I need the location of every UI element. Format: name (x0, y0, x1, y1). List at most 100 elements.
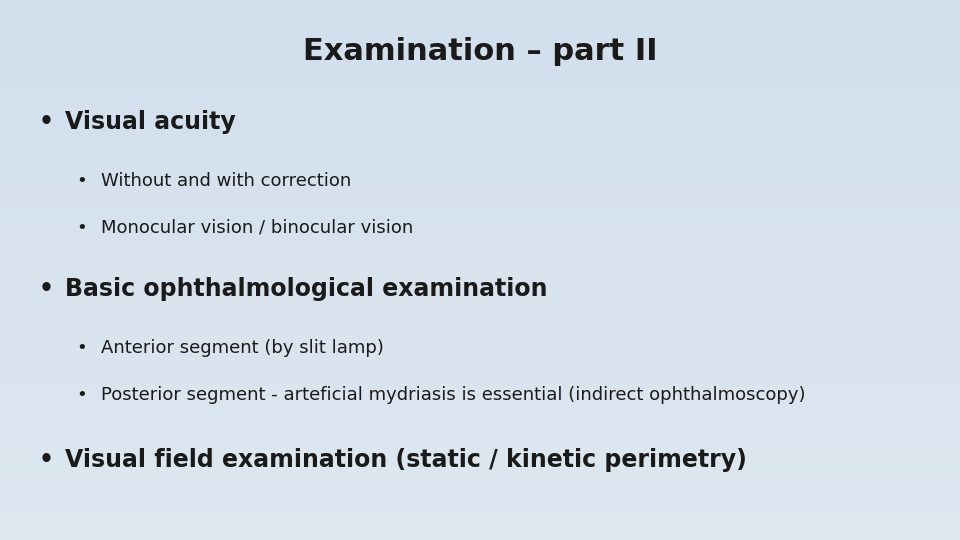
Text: Visual acuity: Visual acuity (65, 110, 236, 133)
Bar (0, 73, 960, 76)
Bar (0, 178, 960, 181)
Bar (0, 518, 960, 521)
Bar (0, 537, 960, 540)
Bar (0, 305, 960, 308)
Text: Examination – part II: Examination – part II (302, 37, 658, 66)
Bar (0, 219, 960, 221)
Bar (0, 170, 960, 173)
Bar (0, 165, 960, 167)
Bar (0, 273, 960, 275)
Bar (0, 478, 960, 481)
Bar (0, 46, 960, 49)
Bar (0, 389, 960, 392)
Bar (0, 429, 960, 432)
Bar (0, 510, 960, 513)
Bar (0, 286, 960, 289)
Bar (0, 105, 960, 108)
Bar (0, 475, 960, 478)
Bar (0, 192, 960, 194)
Text: Anterior segment (by slit lamp): Anterior segment (by slit lamp) (101, 339, 384, 357)
Bar (0, 227, 960, 229)
Bar (0, 502, 960, 505)
Bar (0, 186, 960, 189)
Bar (0, 205, 960, 208)
Bar (0, 148, 960, 151)
Bar (0, 421, 960, 424)
Bar (0, 400, 960, 402)
Bar (0, 70, 960, 73)
Bar (0, 35, 960, 38)
Bar (0, 446, 960, 448)
Bar (0, 108, 960, 111)
Bar (0, 370, 960, 373)
Bar (0, 516, 960, 518)
Bar (0, 251, 960, 254)
Bar (0, 513, 960, 516)
Bar (0, 3, 960, 5)
Bar (0, 76, 960, 78)
Bar (0, 508, 960, 510)
Bar (0, 302, 960, 305)
Bar (0, 259, 960, 262)
Bar (0, 181, 960, 184)
Bar (0, 86, 960, 89)
Bar (0, 0, 960, 3)
Bar (0, 176, 960, 178)
Bar (0, 432, 960, 435)
Bar (0, 248, 960, 251)
Text: Visual field examination (static / kinetic perimetry): Visual field examination (static / kinet… (65, 448, 747, 472)
Bar (0, 8, 960, 11)
Bar (0, 278, 960, 281)
Bar (0, 151, 960, 154)
Bar (0, 184, 960, 186)
Bar (0, 200, 960, 202)
Bar (0, 321, 960, 324)
Bar (0, 216, 960, 219)
Bar (0, 84, 960, 86)
Bar (0, 211, 960, 213)
Bar (0, 324, 960, 327)
Bar (0, 275, 960, 278)
Bar (0, 489, 960, 491)
Bar (0, 5, 960, 8)
Bar (0, 197, 960, 200)
Bar (0, 467, 960, 470)
Bar (0, 159, 960, 162)
Bar (0, 100, 960, 103)
Bar (0, 30, 960, 32)
Bar (0, 92, 960, 94)
Bar (0, 19, 960, 22)
Text: Basic ophthalmological examination: Basic ophthalmological examination (65, 277, 548, 301)
Bar (0, 364, 960, 367)
Bar (0, 300, 960, 302)
Text: •: • (76, 386, 87, 404)
Bar (0, 78, 960, 81)
Bar (0, 232, 960, 235)
Bar (0, 354, 960, 356)
Bar (0, 97, 960, 100)
Bar (0, 113, 960, 116)
Bar (0, 124, 960, 127)
Bar (0, 94, 960, 97)
Bar (0, 154, 960, 157)
Bar (0, 194, 960, 197)
Bar (0, 402, 960, 405)
Bar (0, 535, 960, 537)
Bar (0, 62, 960, 65)
Bar (0, 32, 960, 35)
Bar (0, 103, 960, 105)
Bar (0, 38, 960, 40)
Bar (0, 392, 960, 394)
Bar (0, 405, 960, 408)
Bar (0, 313, 960, 316)
Bar (0, 381, 960, 383)
Bar (0, 394, 960, 397)
Bar (0, 208, 960, 211)
Bar (0, 483, 960, 486)
Bar (0, 162, 960, 165)
Bar (0, 202, 960, 205)
Bar (0, 138, 960, 140)
Bar (0, 408, 960, 410)
Bar (0, 397, 960, 400)
Bar (0, 378, 960, 381)
